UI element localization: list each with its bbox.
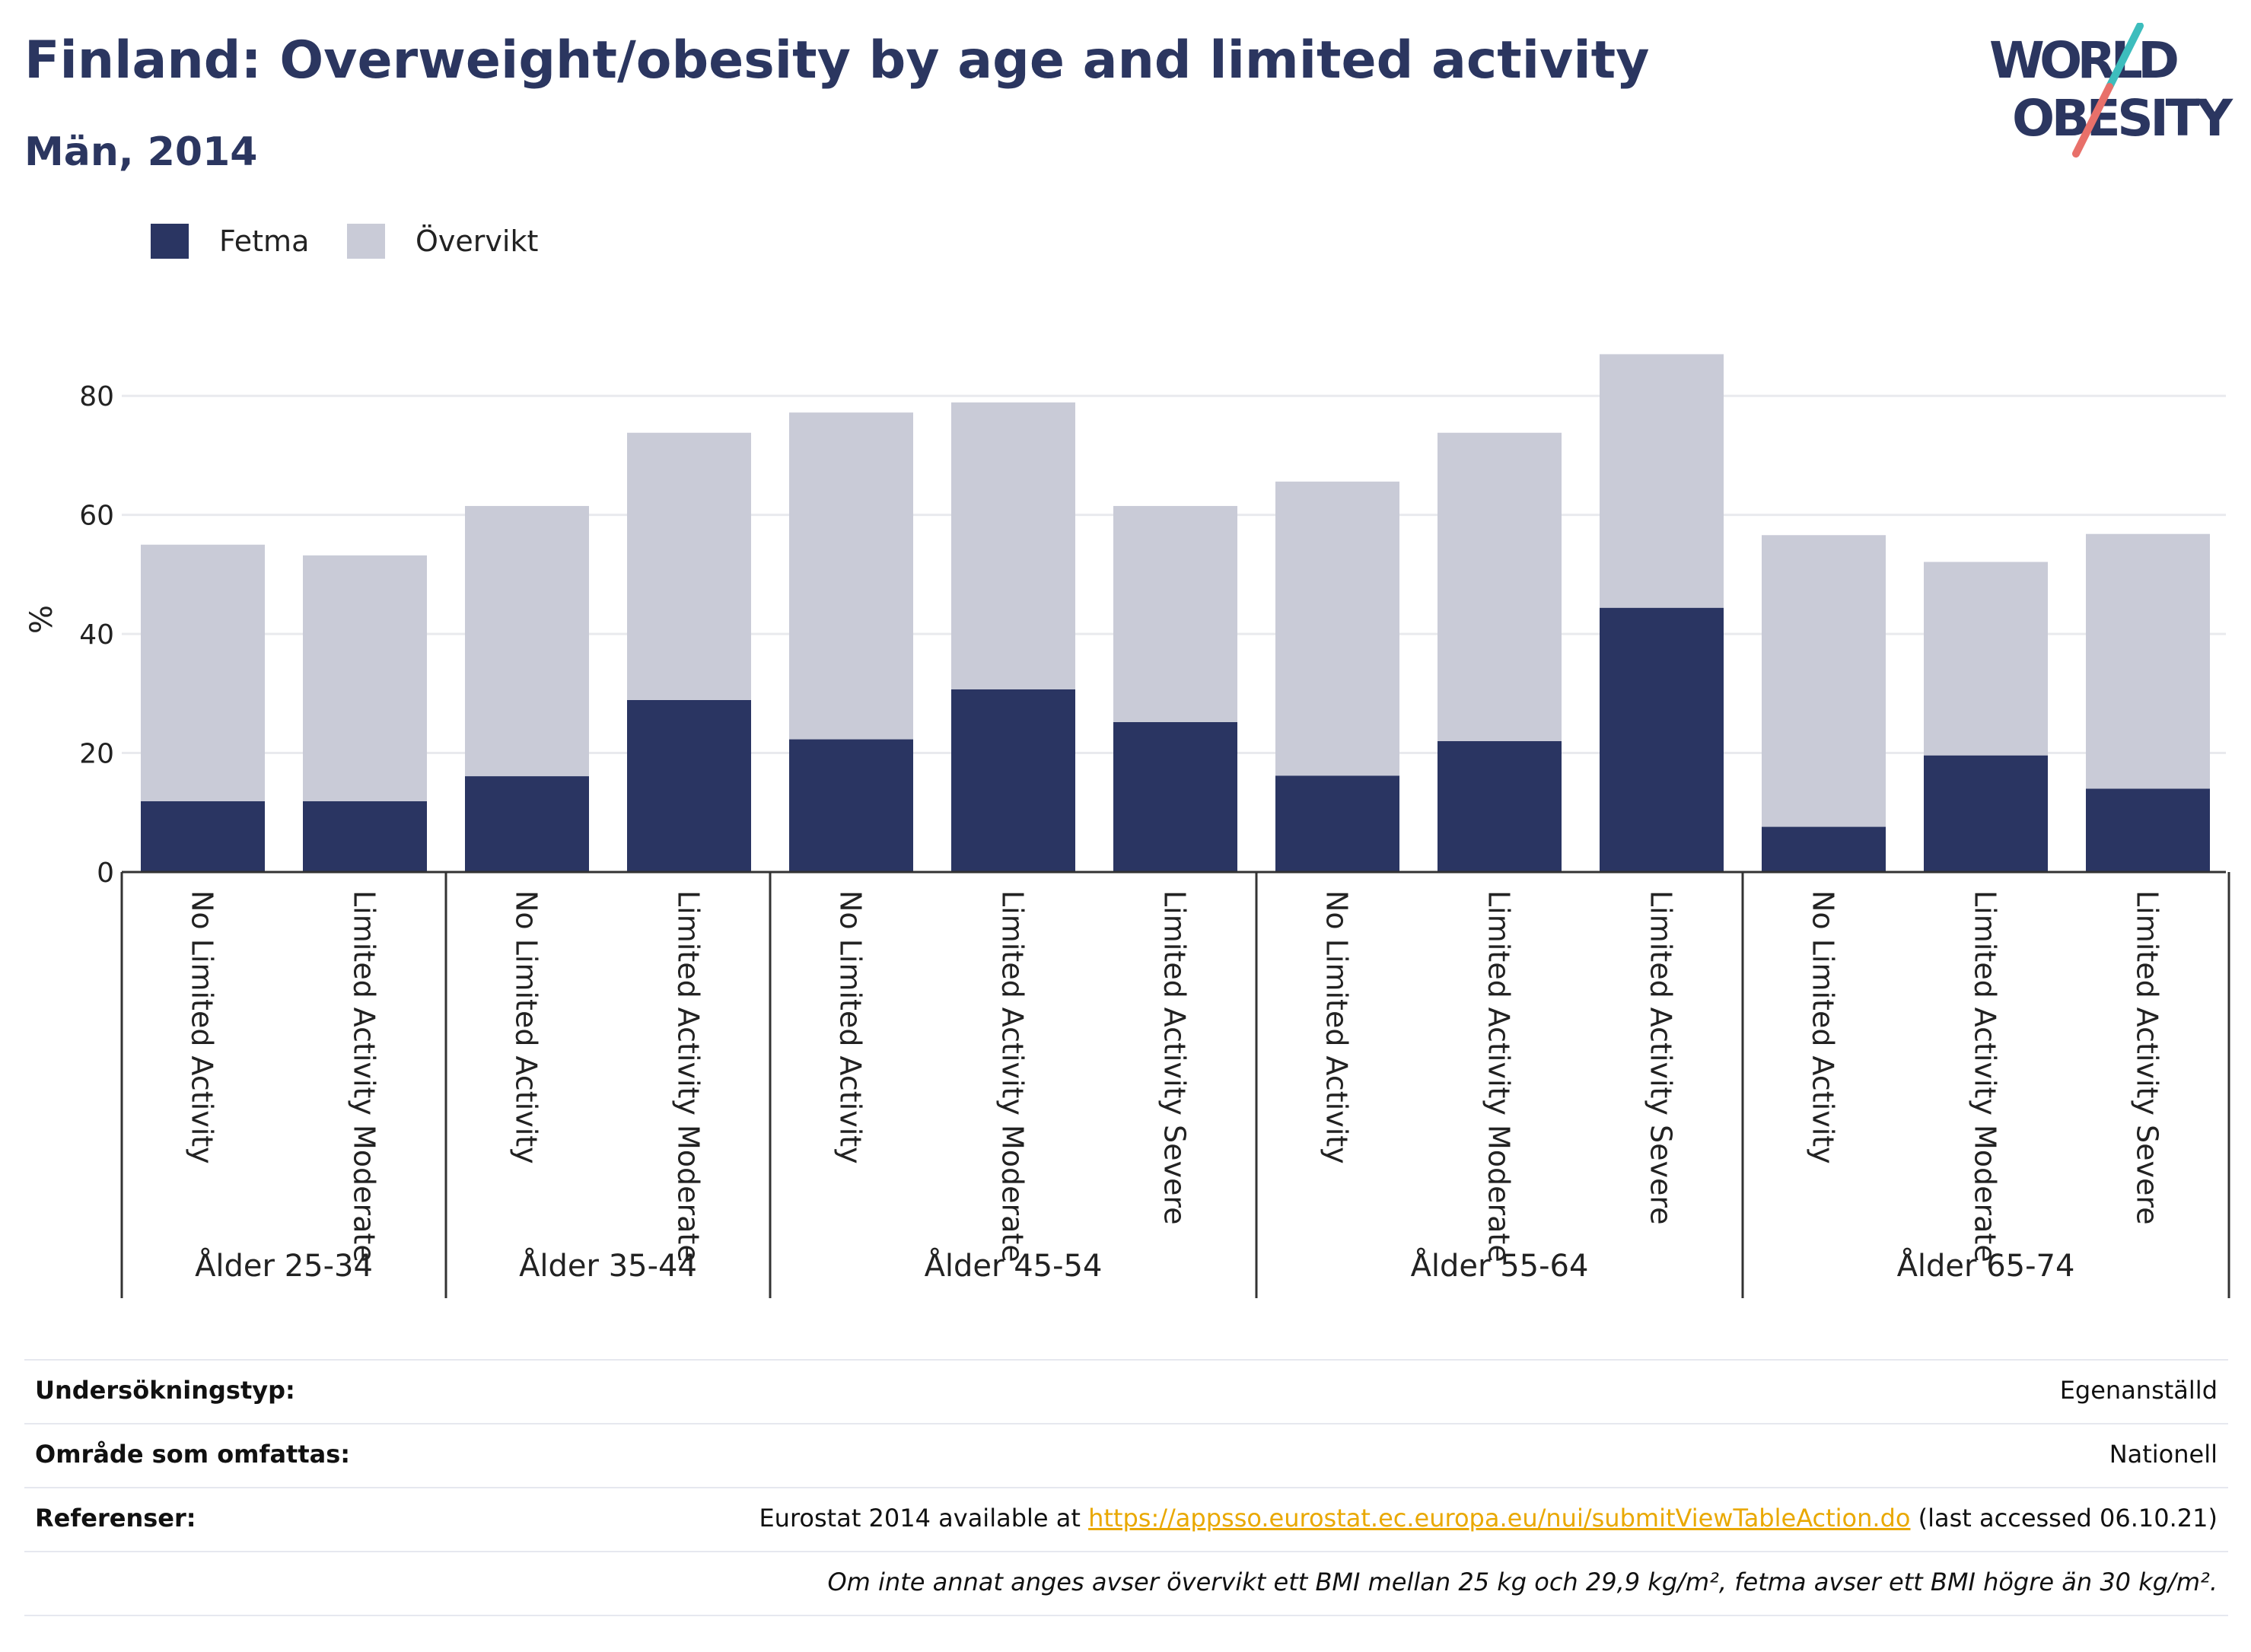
category-label: Limited Activity Severe (2131, 890, 2164, 1225)
info-label-area: Område som omfattas: (35, 1440, 351, 1469)
category-label: Limited Activity Moderate (348, 890, 381, 1262)
bar-fetma (1438, 740, 1562, 872)
y-axis-label: % (24, 605, 59, 634)
bar-overvikt (1924, 562, 2048, 756)
bar-overvikt (141, 544, 265, 801)
group-label: Ålder 35-44 (519, 1247, 697, 1284)
bar-fetma (789, 739, 913, 872)
group-label: Ålder 55-64 (1411, 1247, 1589, 1284)
info-row-survey-type: Undersökningstyp: Egenanställd (24, 1359, 2228, 1423)
group-label: Ålder 45-54 (925, 1247, 1103, 1284)
bar-fetma (1762, 826, 1886, 872)
category-label: No Limited Activity (510, 890, 543, 1164)
category-label: No Limited Activity (186, 890, 219, 1164)
logo-text-world: WORLD (1989, 31, 2179, 90)
bar-overvikt (465, 505, 589, 777)
category-label: No Limited Activity (1807, 890, 1840, 1164)
category-label: No Limited Activity (1320, 890, 1354, 1164)
logo-slash-teal (2106, 23, 2144, 91)
category-label: Limited Activity Severe (1644, 890, 1678, 1225)
bar-overvikt (303, 555, 427, 801)
legend-item-fetma[interactable]: Fetma (151, 224, 309, 259)
category-label: Limited Activity Severe (1158, 890, 1192, 1225)
logo-text-obesity: OBESITY (2012, 89, 2233, 148)
bar-overvikt (1438, 432, 1562, 741)
info-value-references: Eurostat 2014 available at https://appss… (759, 1504, 2218, 1533)
bar-fetma (1600, 607, 1724, 872)
info-label-references: Referenser: (35, 1504, 196, 1533)
reference-prefix: Eurostat 2014 available at (759, 1504, 1089, 1533)
legend-label-overvikt: Övervikt (415, 224, 539, 258)
bar-fetma (627, 699, 751, 872)
bar-fetma (303, 801, 427, 872)
legend-swatch-fetma (151, 224, 189, 259)
world-obesity-logo: WORLD OBESITY (1989, 23, 2233, 158)
bar-fetma (1113, 721, 1237, 872)
bmi-definition-note: Om inte annat anges avser övervikt ett B… (827, 1568, 2218, 1596)
bar-overvikt (1113, 505, 1237, 722)
info-row-area: Område som omfattas: Nationell (24, 1423, 2228, 1487)
reference-link[interactable]: https://appsso.eurostat.ec.europa.eu/nui… (1088, 1504, 1911, 1533)
bar-overvikt (627, 432, 751, 700)
bar-overvikt (951, 402, 1075, 689)
category-label: No Limited Activity (834, 890, 868, 1164)
bar-fetma (141, 801, 265, 872)
category-label: Limited Activity Moderate (1482, 890, 1516, 1262)
bar-fetma (1275, 775, 1399, 872)
legend-swatch-overvikt (347, 224, 385, 259)
info-row-note: Om inte annat anges avser övervikt ett B… (24, 1551, 2228, 1616)
y-tick-label: 0 (97, 858, 114, 889)
logo-slash-coral (2072, 83, 2113, 158)
bar-overvikt (789, 412, 913, 740)
stacked-bar-chart: 0 20 40 60 80% No Limited Activity Limited Act… (24, 354, 2230, 1298)
category-label: Limited Activity Moderate (1969, 890, 2002, 1262)
y-tick-label: 80 (79, 381, 114, 412)
bar-fetma (2086, 788, 2210, 872)
info-value-area: Nationell (2109, 1440, 2218, 1469)
bar-overvikt (1600, 354, 1724, 608)
bar-fetma (951, 689, 1075, 872)
category-label: Limited Activity Moderate (672, 890, 705, 1262)
reference-suffix: (last accessed 06.10.21) (1910, 1504, 2218, 1533)
bar-fetma (465, 776, 589, 872)
y-tick-label: 40 (79, 619, 114, 651)
info-value-survey-type: Egenanställd (2059, 1376, 2218, 1405)
bar-overvikt (1762, 535, 1886, 827)
bar-overvikt (1275, 481, 1399, 776)
info-label-survey-type: Undersökningstyp: (35, 1376, 295, 1405)
info-table: Undersökningstyp: Egenanställd Område so… (24, 1359, 2228, 1616)
legend-item-overvikt[interactable]: Övervikt (347, 224, 538, 259)
y-tick-label: 20 (79, 739, 114, 770)
bar-fetma (1924, 755, 2048, 872)
group-label: Ålder 25-34 (195, 1247, 373, 1284)
info-row-references: Referenser: Eurostat 2014 available at h… (24, 1487, 2228, 1551)
bar-overvikt (2086, 533, 2210, 789)
y-tick-label: 60 (79, 501, 114, 532)
legend-label-fetma: Fetma (219, 224, 310, 258)
chart-subtitle: Män, 2014 (24, 129, 258, 175)
group-label: Ålder 65-74 (1897, 1247, 2075, 1284)
category-label: Limited Activity Moderate (996, 890, 1030, 1262)
chart-title: Finland: Overweight/obesity by age and l… (24, 30, 1650, 91)
